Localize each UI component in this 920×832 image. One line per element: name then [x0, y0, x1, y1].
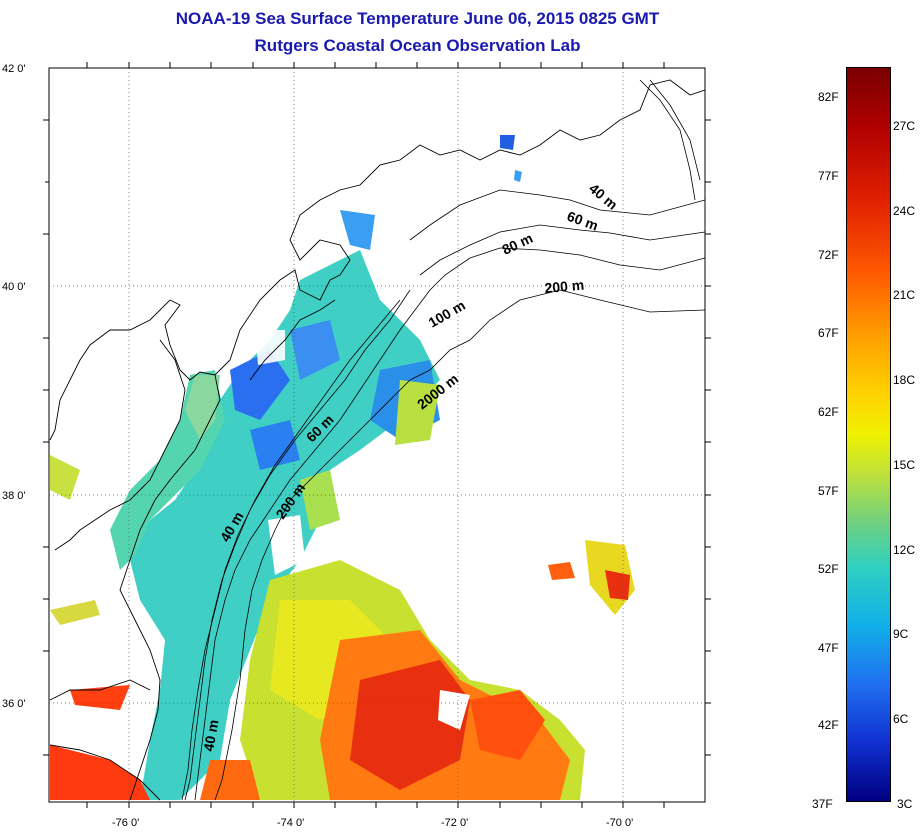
graticule	[49, 68, 705, 802]
colorbar-f-label: 47F	[818, 641, 839, 655]
lon-label: -76 0'	[112, 817, 139, 829]
lat-label: 42 0'	[2, 63, 26, 75]
colorbar-f-label: 37F	[812, 797, 833, 811]
colorbar-c-label: 9C	[893, 627, 909, 641]
bathymetry-contours	[181, 79, 705, 801]
map-title: NOAA-19 Sea Surface Temperature June 06,…	[175, 9, 660, 28]
contour-label: 40 m	[200, 718, 221, 752]
lon-label: -72 0'	[441, 817, 468, 829]
latitude-labels: 42 0' 40 0' 38 0' 36 0'	[2, 63, 26, 710]
colorbar-f-label: 77F	[818, 169, 839, 183]
colorbar-f-label: 72F	[818, 248, 839, 262]
colorbar-c-label: 15C	[893, 458, 916, 472]
colorbar-f-label: 52F	[818, 562, 839, 576]
lon-label: -74 0'	[277, 817, 304, 829]
contour-label: 200 m	[544, 277, 585, 296]
longitude-labels: -76 0' -74 0' -72 0' -70 0'	[112, 817, 633, 829]
colorbar-c-label: 6C	[893, 712, 909, 726]
axis-ticks	[43, 62, 711, 808]
colorbar-f-label: 67F	[818, 326, 839, 340]
map-subtitle: Rutgers Coastal Ocean Observation Lab	[254, 36, 581, 55]
colorbar-f-label: 57F	[818, 484, 839, 498]
colorbar-c-label: 27C	[893, 119, 916, 133]
lat-label: 38 0'	[2, 490, 26, 502]
colorbar-f-label: 82F	[818, 90, 839, 104]
lat-label: 40 0'	[2, 281, 26, 293]
colorbar-c-label: 18C	[893, 373, 916, 387]
lon-label: -70 0'	[606, 817, 633, 829]
colorbar-c-label: 21C	[893, 288, 916, 302]
sst-field	[50, 135, 635, 800]
colorbar-c-label: 3C	[897, 797, 913, 811]
colorbar-f-label: 62F	[818, 405, 839, 419]
colorbar-c-label: 24C	[893, 204, 916, 218]
color-scale-bar	[846, 67, 891, 802]
coastline	[49, 79, 705, 801]
colorbar-c-label: 12C	[893, 543, 916, 557]
lat-label: 36 0'	[2, 698, 26, 710]
colorbar-f-label: 42F	[818, 718, 839, 732]
